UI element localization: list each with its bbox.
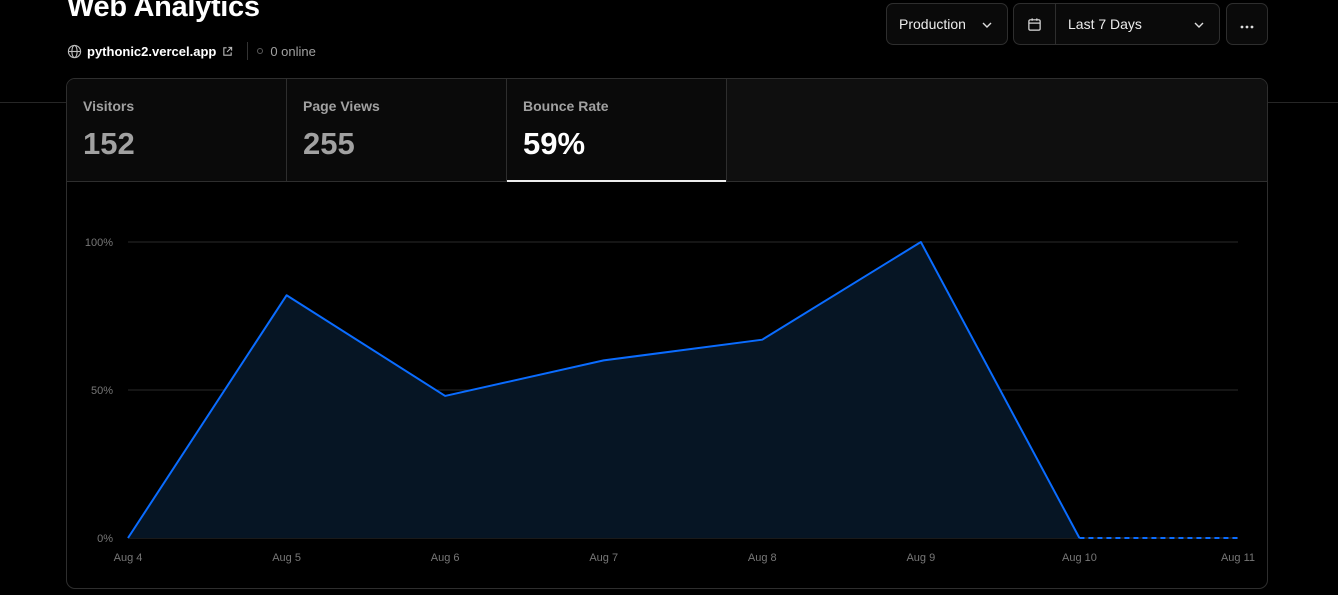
more-options-button[interactable] <box>1226 3 1268 45</box>
tab-label: Page Views <box>303 98 380 114</box>
environment-label: Production <box>899 16 966 32</box>
x-tick-label: Aug 9 <box>906 552 935 564</box>
tab-value: 152 <box>83 126 135 161</box>
y-tick-label: 50% <box>91 385 113 397</box>
ellipsis-icon <box>1240 16 1254 32</box>
series-line <box>127 241 1081 539</box>
tab-visitors[interactable]: Visitors 152 <box>67 79 287 181</box>
status-dot-icon <box>257 48 264 54</box>
tabs-filler <box>727 79 1267 181</box>
divider <box>247 42 249 60</box>
tab-value: 255 <box>303 126 355 161</box>
page-title: Web Analytics <box>67 0 260 23</box>
environment-select[interactable]: Production <box>886 3 1008 45</box>
analytics-card: Visitors 152 Page Views 255 Bounce Rate … <box>66 78 1268 589</box>
metric-tabs: Visitors 152 Page Views 255 Bounce Rate … <box>67 79 1267 182</box>
chevron-down-icon <box>1193 18 1205 34</box>
globe-icon <box>67 44 82 59</box>
calendar-icon[interactable] <box>1014 4 1056 44</box>
y-tick-label: 0% <box>97 533 113 545</box>
date-range-select[interactable]: Last 7 Days <box>1013 3 1220 45</box>
x-tick-label: Aug 5 <box>272 552 301 564</box>
bounce-rate-chart: 0% 50% 100% Aug 4 Aug 5 Aug 6 Aug 7 Aug 8 Aug 9 A… <box>85 237 1255 564</box>
x-tick-label: Aug 11 <box>1221 552 1255 564</box>
online-count: 0 online <box>270 43 316 59</box>
tab-value: 59% <box>523 126 586 161</box>
date-range-label: Last 7 Days <box>1068 16 1142 32</box>
tab-page-views[interactable]: Page Views 255 <box>287 79 507 181</box>
active-tab-indicator <box>507 180 726 182</box>
area-fill <box>128 242 1080 538</box>
x-tick-label: Aug 6 <box>431 552 460 564</box>
external-link-icon[interactable] <box>222 46 233 57</box>
x-tick-label: Aug 8 <box>748 552 777 564</box>
x-tick-label: Aug 7 <box>589 552 618 564</box>
x-tick-label: Aug 10 <box>1062 552 1097 564</box>
tab-label: Bounce Rate <box>523 98 609 114</box>
y-tick-label: 100% <box>85 237 113 249</box>
chevron-down-icon <box>981 18 993 34</box>
site-link[interactable]: pythonic2.vercel.app <box>87 43 217 59</box>
tab-bounce-rate[interactable]: Bounce Rate 59% <box>507 79 727 182</box>
x-tick-label: Aug 4 <box>114 552 143 564</box>
tab-label: Visitors <box>83 98 135 114</box>
site-row: pythonic2.vercel.app 0 online <box>67 42 316 60</box>
